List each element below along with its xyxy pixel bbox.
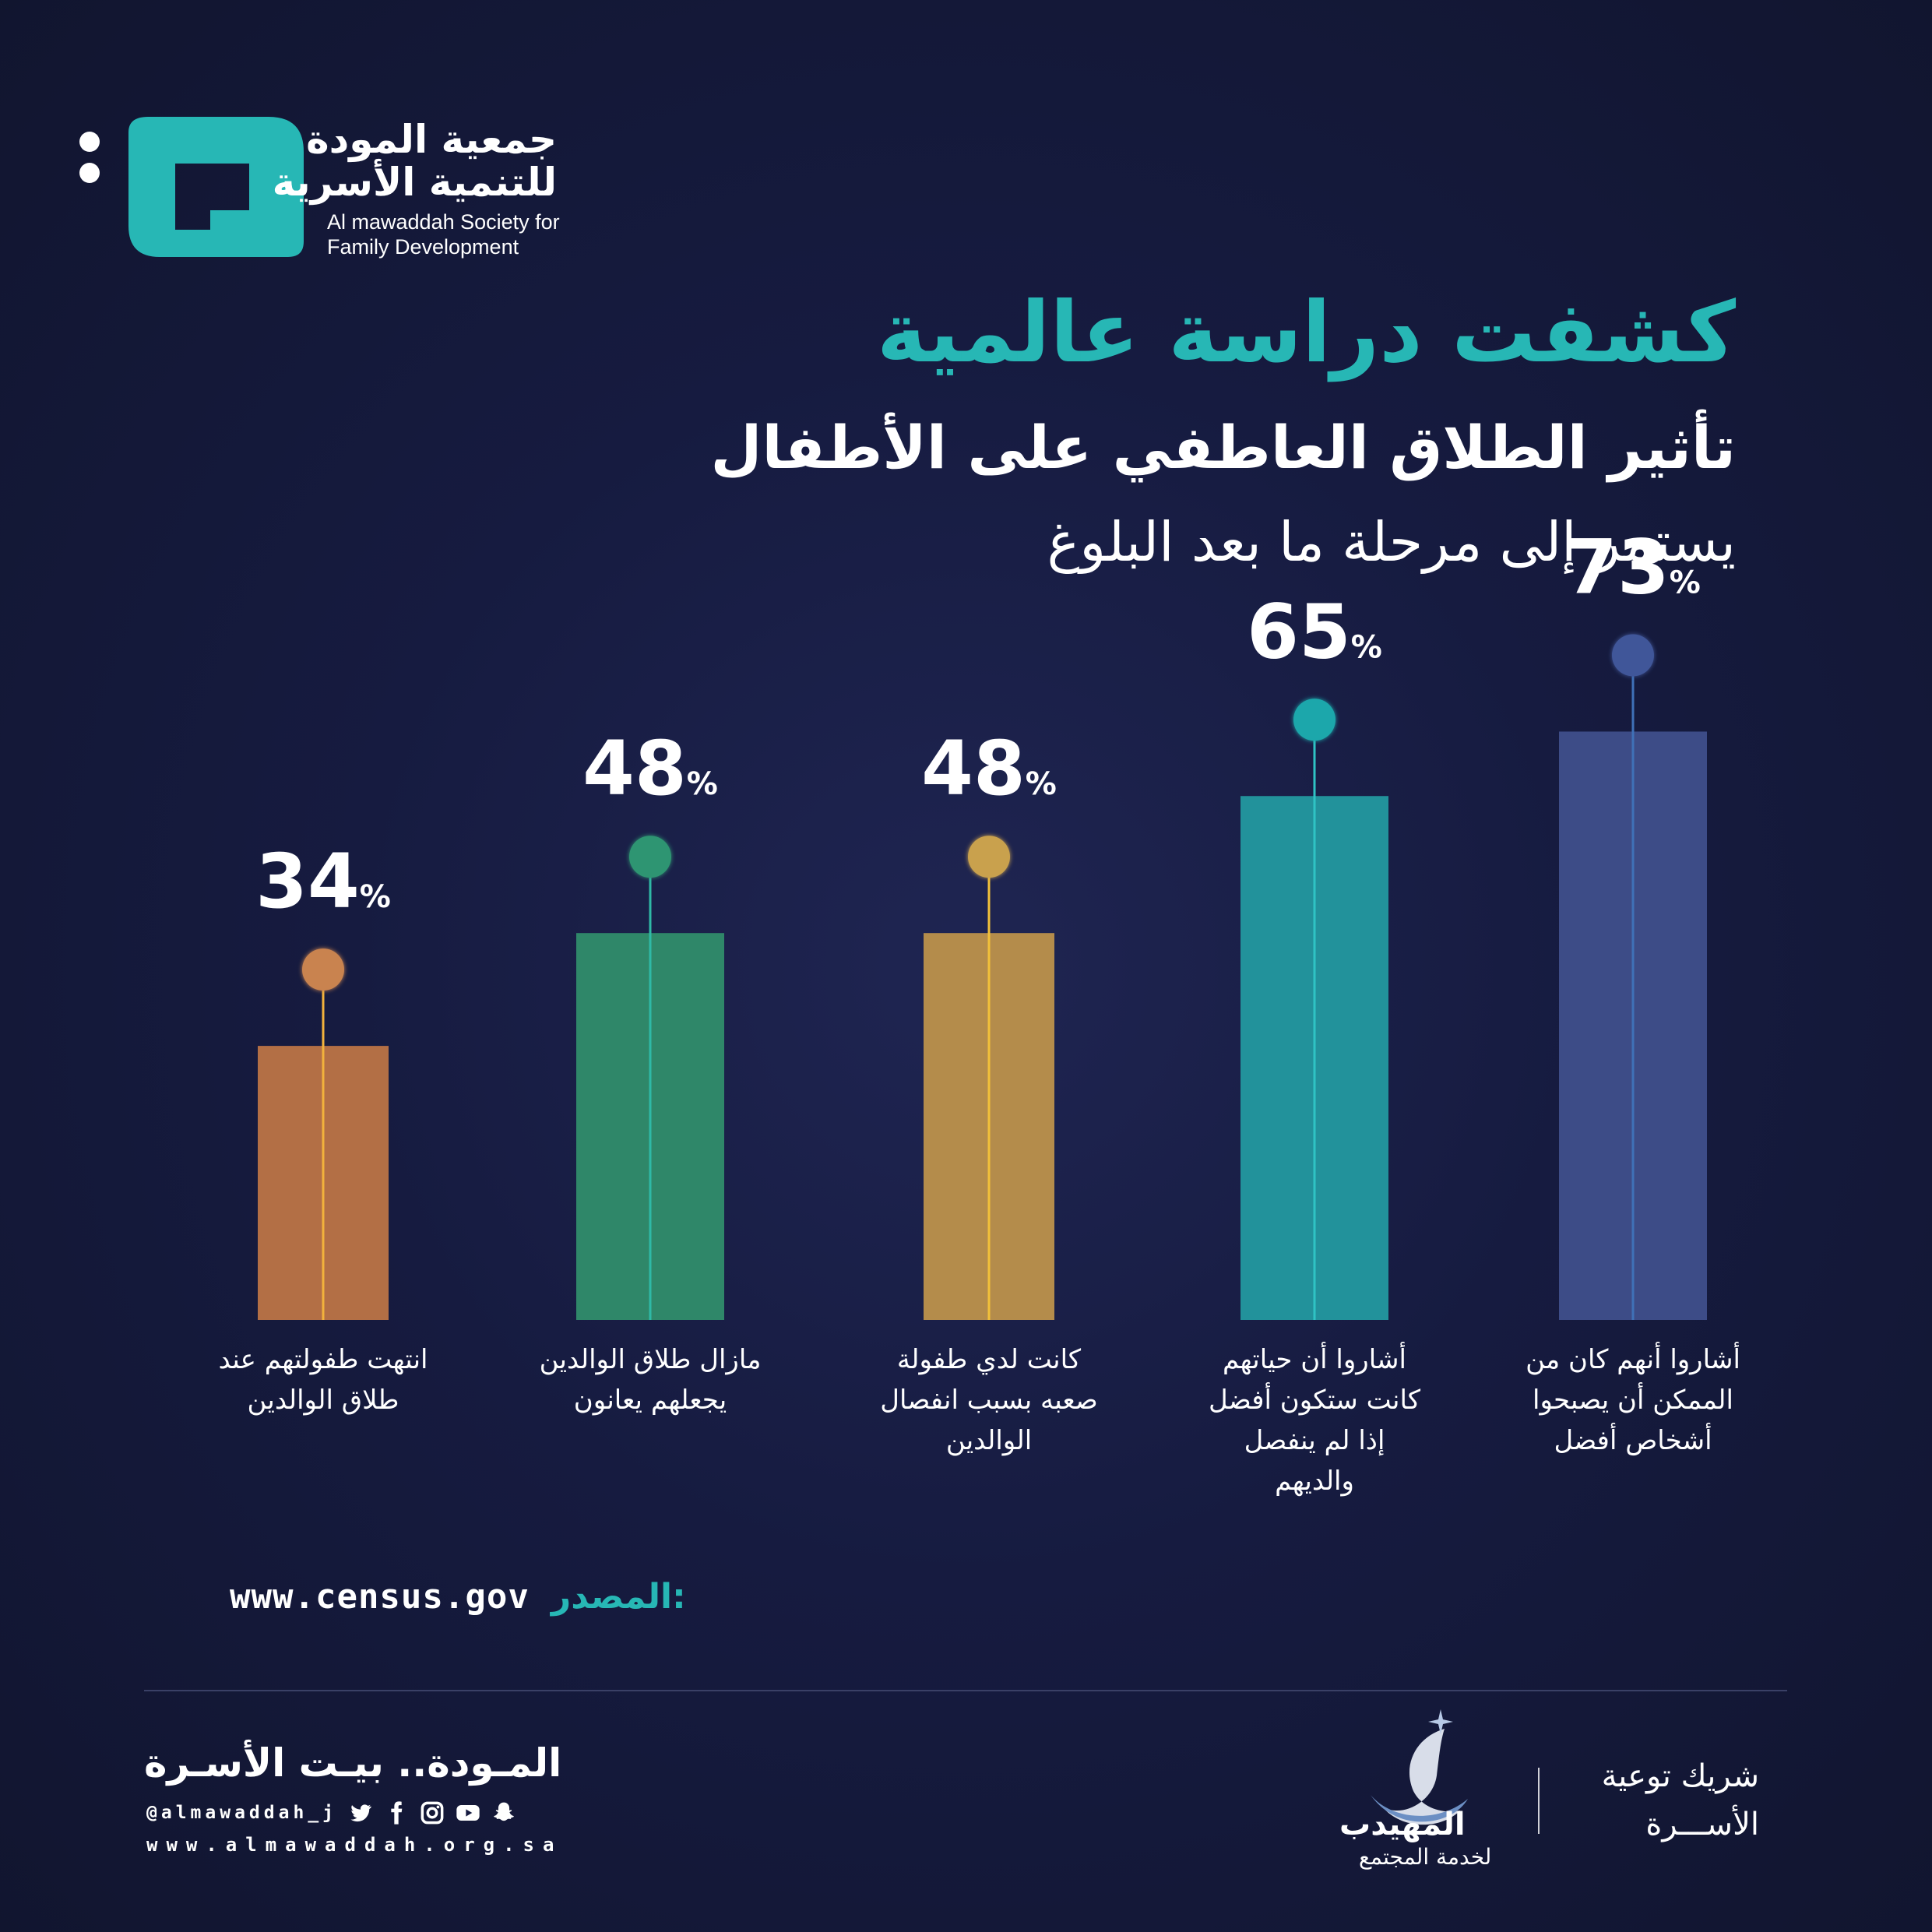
bar-marker-5 bbox=[1612, 634, 1654, 677]
bars-layer: 34% 48% 48% 65% 73% bbox=[255, 523, 1707, 1320]
source-label: المصدر: bbox=[551, 1577, 686, 1617]
footer-website[interactable]: www.almawaddah.org.sa bbox=[146, 1834, 563, 1856]
partner-subtitle: لخدمة المجتمع bbox=[1359, 1844, 1492, 1870]
youtube-icon[interactable] bbox=[456, 1800, 480, 1825]
source-line: www.census.gov المصدر: bbox=[230, 1577, 686, 1617]
footer-separator bbox=[1538, 1768, 1540, 1834]
logo-name-ar-line1: جمعية المودة bbox=[306, 117, 557, 162]
value-label-2: 48% bbox=[582, 725, 718, 812]
snapchat-icon[interactable] bbox=[491, 1800, 516, 1825]
social-row: @almawaddah_j bbox=[146, 1800, 516, 1825]
instagram-icon[interactable] bbox=[420, 1800, 445, 1825]
logo-name-ar-line2: للتنمية الأسرية bbox=[272, 160, 557, 205]
page-title: كشفت دراسة عالمية bbox=[876, 284, 1736, 382]
footer-divider bbox=[144, 1690, 1787, 1691]
category-label-2: مازال طلاق الوالدين يجعلهم يعانون bbox=[539, 1344, 762, 1416]
partner-name: المهيدب bbox=[1339, 1807, 1466, 1842]
partner-tagline-line2: الأســـرة bbox=[1645, 1807, 1759, 1842]
category-label-3: كانت لدي طفولة صعبه بسبب انفصال الوالدين bbox=[880, 1344, 1098, 1456]
value-label-3: 48% bbox=[921, 725, 1057, 812]
value-label-1: 34% bbox=[255, 838, 391, 925]
bar-marker-3 bbox=[968, 836, 1010, 878]
bar-marker-4 bbox=[1293, 699, 1336, 741]
logo-name-en-line2: Family Development bbox=[327, 235, 519, 259]
twitter-icon[interactable] bbox=[348, 1800, 373, 1825]
facebook-icon[interactable] bbox=[384, 1800, 409, 1825]
bar-marker-1 bbox=[302, 948, 344, 991]
source-url: www.census.gov bbox=[230, 1577, 530, 1617]
value-label-4: 65% bbox=[1247, 588, 1382, 675]
logo-mark-icon bbox=[79, 117, 304, 257]
page-subtitle-secondary: يستمر إلى مرحلة ما بعد البلوغ bbox=[1047, 510, 1736, 574]
category-label-1: انتهت طفولتهم عند طلاق الوالدين bbox=[218, 1344, 428, 1416]
partner-crescent-logo-icon bbox=[1371, 1709, 1468, 1825]
category-label-5: أشاروا أنهم كان من الممكن أن يصبحوا أشخا… bbox=[1526, 1344, 1740, 1456]
category-label-4: أشاروا أن حياتهم كانت ستكون أفضل إذا لم … bbox=[1209, 1344, 1420, 1497]
social-handle[interactable]: @almawaddah_j bbox=[146, 1803, 338, 1823]
partner-tagline-line1: شريك توعية bbox=[1601, 1758, 1759, 1794]
bar-marker-2 bbox=[629, 836, 671, 878]
footer-slogan: المـودة.. بيـت الأسـرة bbox=[144, 1740, 562, 1786]
logo-name-en-line1: Al mawaddah Society for bbox=[327, 210, 560, 234]
page-subtitle: تأثير الطلاق العاطفي على الأطفال bbox=[710, 413, 1736, 482]
organization-logo: جمعية المودة للتنمية الأسرية Al mawaddah… bbox=[74, 117, 560, 273]
value-label-5: 73% bbox=[1565, 523, 1701, 611]
